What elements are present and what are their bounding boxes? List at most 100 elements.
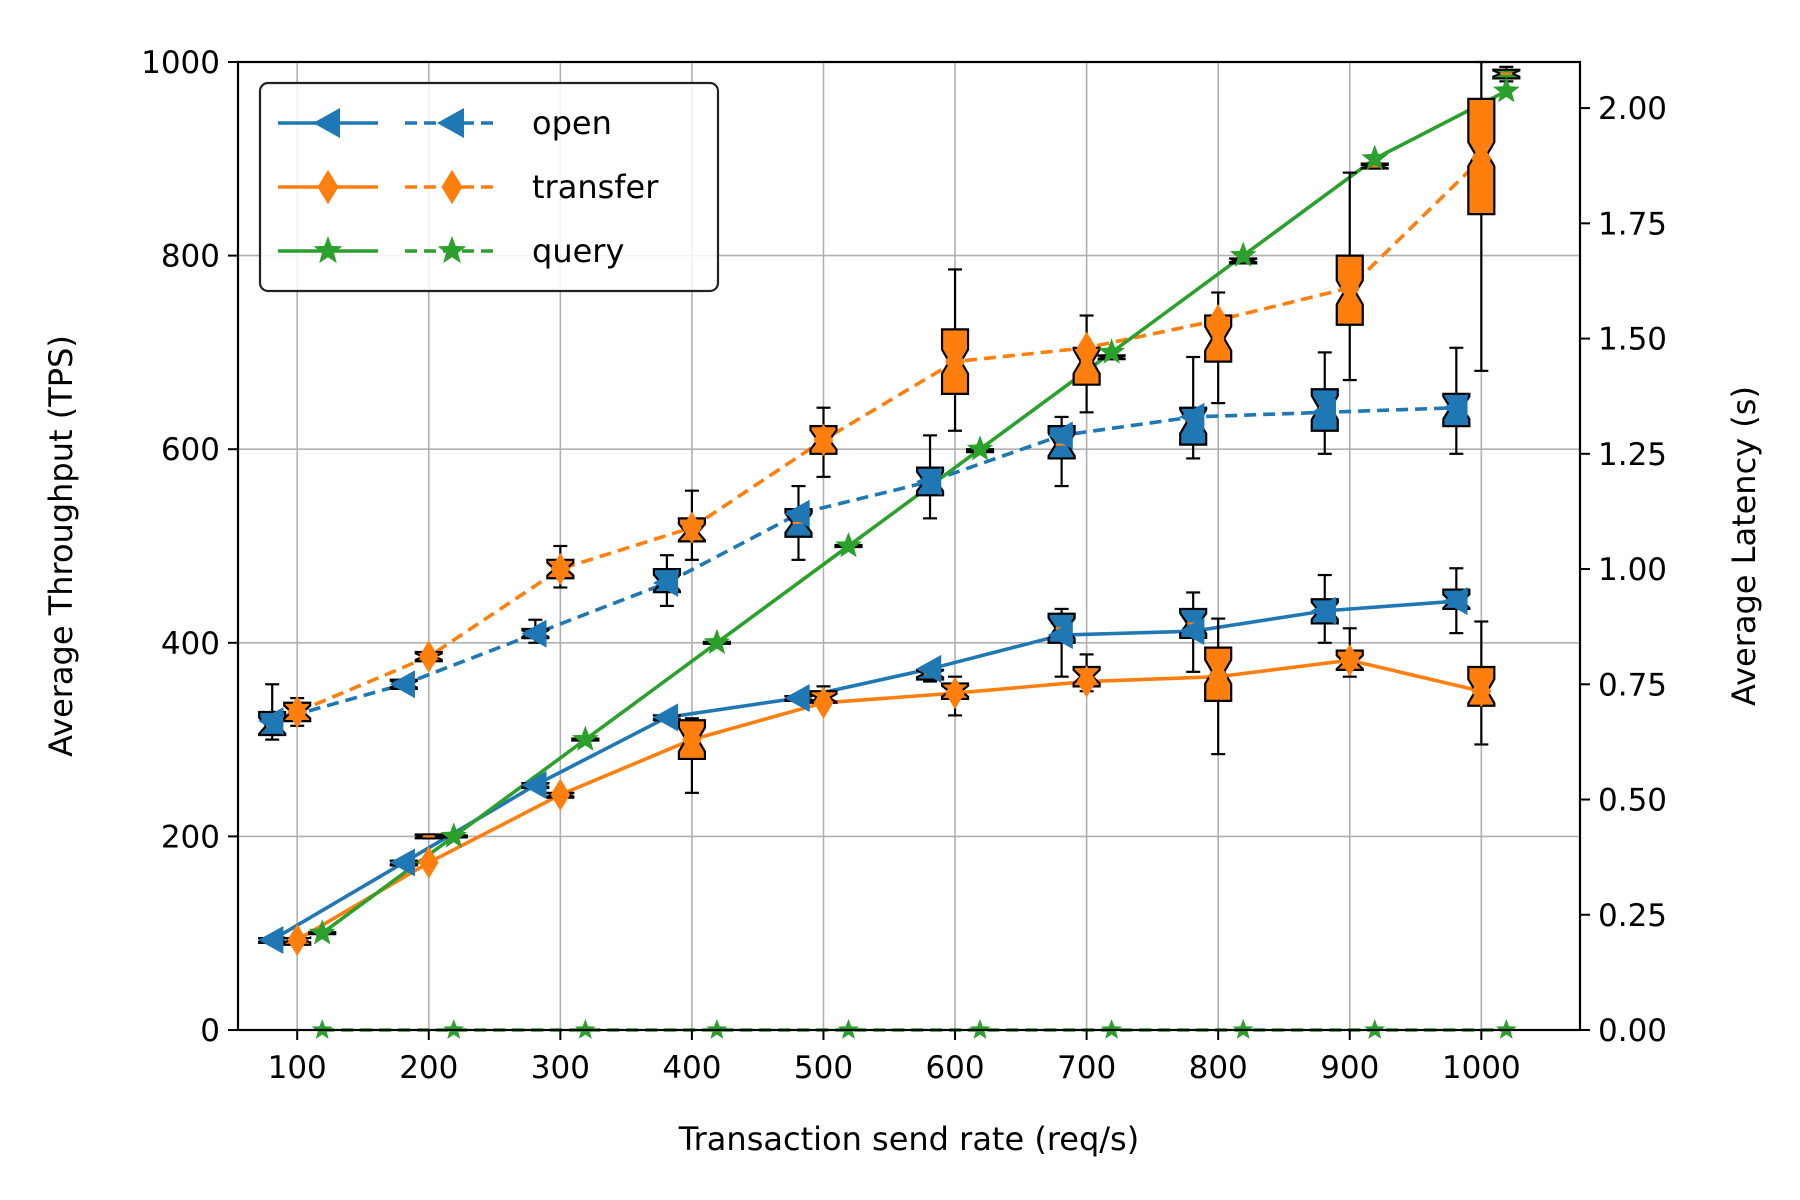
y-right-tick-label: 2.00 [1598, 91, 1667, 127]
latency-point-open [1047, 421, 1073, 450]
throughput-point-open [1442, 587, 1468, 616]
throughput-point-query [703, 628, 731, 655]
latency-point-transfer [813, 423, 834, 457]
y-right-tick-label: 0.00 [1598, 1013, 1667, 1049]
throughput-point-query [966, 435, 994, 461]
latency-point-transfer [1339, 271, 1360, 304]
latency-point-transfer [287, 695, 308, 729]
legend-entry-query: query [278, 232, 624, 270]
throughput-point-transfer [945, 677, 965, 710]
latency-point-open [258, 707, 284, 736]
throughput-point-query [1098, 338, 1125, 364]
latency-point-open [1442, 393, 1468, 422]
latency-point-transfer [1076, 331, 1097, 364]
throughput-point-transfer [1208, 660, 1228, 693]
legend-dashed-marker [441, 169, 463, 205]
throughput-point-open [784, 683, 810, 712]
throughput-point-query [572, 725, 599, 751]
legend: open transfer query [258, 81, 720, 293]
latency-point-open [1179, 402, 1205, 431]
y-right-tick-label: 1.75 [1598, 206, 1667, 242]
legend-entry-open: open [278, 104, 612, 142]
throughput-point-transfer [418, 846, 439, 879]
legend-entry-transfer: transfer [278, 168, 659, 206]
latency-point-open [784, 499, 810, 528]
legend-dashed-marker [437, 236, 467, 264]
throughput-point-transfer [1339, 644, 1360, 677]
throughput-point-transfer [1471, 675, 1492, 708]
legend-solid-marker [317, 169, 339, 205]
legend-label: open [532, 104, 612, 142]
latency-box-transfer [1467, 60, 1496, 372]
latency-box-transfer [1204, 291, 1233, 405]
throughput-point-open [258, 925, 284, 954]
latency-point-open [1310, 398, 1336, 427]
throughput-point-open [1310, 596, 1336, 625]
latency-point-open [521, 619, 547, 648]
y-axis-label-right: Average Latency (s) [1725, 386, 1763, 706]
throughput-point-query [440, 822, 468, 848]
throughput-point-open [1179, 617, 1205, 646]
x-axis-label: Transaction send rate (req/s) [678, 1120, 1139, 1158]
x-tick-label: 600 [925, 1050, 984, 1086]
legend-dashed-marker [437, 108, 464, 138]
x-tick-label: 400 [662, 1050, 721, 1086]
x-tick-label: 800 [1189, 1050, 1248, 1086]
y-right-tick-label: 0.75 [1598, 667, 1667, 703]
x-tick-label: 700 [1057, 1050, 1116, 1086]
throughput-point-query [308, 919, 336, 945]
latency-line-open [271, 405, 1457, 723]
y-right-tick-label: 1.25 [1598, 437, 1667, 473]
latency-point-transfer [945, 345, 965, 378]
y-right-tick-label: 1.50 [1598, 322, 1667, 358]
y-left-tick-label: 200 [161, 819, 220, 855]
throughput-line-query [321, 89, 1508, 935]
latency-box-transfer [1072, 314, 1101, 414]
throughput-point-transfer [682, 723, 702, 756]
throughput-box-transfer [414, 833, 443, 840]
throughput-box-query [1492, 65, 1521, 83]
latency-point-transfer [418, 640, 439, 673]
throughput-point-transfer [813, 686, 834, 719]
throughput-point-transfer [287, 923, 308, 957]
legend-solid-marker [313, 236, 343, 264]
throughput-point-open [389, 848, 415, 877]
legend-solid-marker [313, 108, 340, 138]
throughput-point-query [1229, 241, 1257, 267]
throughput-point-query [835, 532, 862, 558]
throughput-point-open [652, 703, 679, 732]
latency-point-open [652, 568, 679, 597]
y-right-tick-label: 0.25 [1598, 898, 1667, 934]
throughput-point-query [1493, 77, 1520, 103]
y-right-tick-label: 0.50 [1598, 783, 1667, 819]
latency-line-transfer [296, 157, 1483, 714]
legend-label: query [532, 232, 624, 270]
x-tick-label: 500 [794, 1050, 853, 1086]
throughput-point-open [521, 771, 547, 800]
latency-point-transfer [1208, 304, 1228, 337]
x-tick-label: 200 [399, 1050, 458, 1086]
x-tick-label: 1000 [1442, 1050, 1521, 1086]
latency-point-transfer [682, 511, 702, 544]
x-tick-label: 900 [1320, 1050, 1379, 1086]
plot-frame [236, 60, 1582, 1032]
latency-point-transfer [550, 552, 571, 586]
x-tick-label: 100 [268, 1050, 327, 1086]
y-left-tick-label: 800 [161, 239, 220, 275]
throughput-point-open [1047, 621, 1073, 650]
throughput-point-query [1361, 144, 1389, 171]
y-axis-label-left: Average Throughput (TPS) [42, 335, 80, 757]
y-left-tick-label: 400 [161, 626, 220, 662]
latency-point-transfer [1471, 142, 1492, 175]
latency-point-open [389, 670, 415, 699]
y-left-tick-label: 600 [161, 432, 220, 468]
throughput-point-transfer [1076, 665, 1097, 698]
y-right-tick-label: 1.00 [1598, 552, 1667, 588]
throughput-line-open [271, 599, 1457, 942]
x-tick-label: 300 [531, 1050, 590, 1086]
series-markers [258, 77, 1520, 1039]
throughput-line-transfer [296, 658, 1482, 942]
y-left-tick-label: 0 [200, 1013, 220, 1049]
axes: 100 200 300 400 500 600 700 800 900 1000 0 200 400 60… [42, 45, 1763, 1158]
